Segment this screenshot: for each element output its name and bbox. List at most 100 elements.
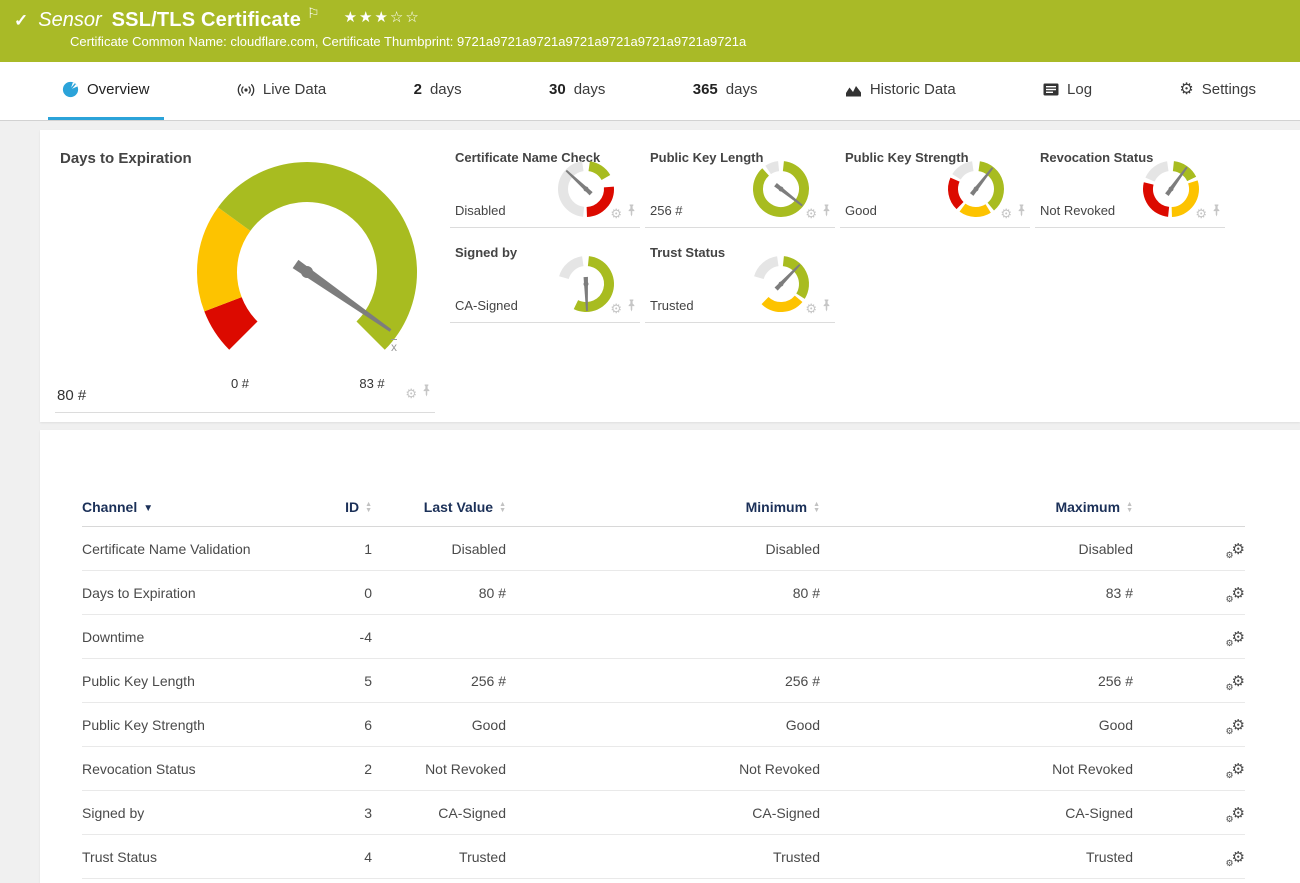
cell-channel[interactable]: Certificate Name Validation [82, 540, 251, 557]
pin-icon[interactable] [627, 299, 636, 317]
sensor-subtitle: Certificate Common Name: cloudflare.com,… [70, 34, 747, 49]
gauge-value: Good [845, 203, 877, 218]
pin-icon[interactable] [422, 384, 431, 402]
channels-panel: Channel ▼ ID ▲ ▼ Last Value ▲ ▼ Minimum ▲ ▼ Maximum… [40, 430, 1300, 883]
pin-icon[interactable] [822, 204, 831, 222]
cell-minimum: 80 # [792, 584, 820, 601]
cell-id: 3 [364, 804, 372, 821]
table-row-public-key-strength: Public Key Strength 6 Good Good Good ⚙ ⚙ [82, 703, 1245, 747]
cell-channel[interactable]: Trust Status [82, 848, 157, 865]
tab-overview[interactable]: Overview [48, 62, 164, 120]
channel-settings-gear-icon[interactable]: ⚙ [805, 300, 817, 316]
cell-channel[interactable]: Revocation Status [82, 760, 196, 777]
pin-icon[interactable] [627, 204, 636, 222]
cell-minimum: 256 # [784, 672, 820, 689]
cell-last-value: CA-Signed [438, 804, 506, 821]
tab-historic-data[interactable]: Historic Data [831, 62, 970, 120]
gauge-title: Trust Status [650, 245, 726, 260]
tab-number: 365 [692, 81, 718, 98]
cell-id: 1 [364, 540, 372, 557]
cell-minimum: Disabled [765, 540, 820, 557]
pin-icon[interactable] [822, 299, 831, 317]
tab-live-data[interactable]: Live Data [223, 62, 340, 120]
log-icon [1043, 83, 1059, 96]
tab-2-days[interactable]: 2 days [400, 62, 476, 120]
gauge-dial [749, 252, 813, 321]
channel-settings-gears-icon[interactable]: ⚙ ⚙ [1225, 848, 1245, 868]
days-to-expiration-gauge [187, 152, 427, 397]
column-label: Minimum [745, 499, 808, 515]
column-header-minimum[interactable]: Minimum ▲ ▼ [506, 499, 820, 515]
gauge-icon [62, 81, 79, 98]
gauge-value: CA-Signed [455, 298, 518, 313]
gauge-dial [749, 157, 813, 226]
sensor-header: ✓ Sensor SSL/TLS Certificate ⚐ ★★★☆☆ Cer… [0, 0, 1300, 62]
tab-label: days [429, 81, 462, 98]
flag-icon[interactable]: ⚐ [307, 5, 320, 21]
cell-channel[interactable]: Days to Expiration [82, 584, 196, 601]
column-header-maximum[interactable]: Maximum ▲ ▼ [820, 499, 1133, 515]
channel-settings-gears-icon[interactable]: ⚙ ⚙ [1225, 716, 1245, 736]
tab-label: Log [1067, 81, 1093, 98]
tab-label: days [725, 81, 758, 98]
tab-bar: Overview Live Data 2 days 30 days 365 days Histo… [0, 62, 1300, 121]
channel-settings-gear-icon[interactable]: ⚙ [610, 300, 622, 316]
column-label: Maximum [1055, 499, 1121, 515]
gauge-cell-public-key-length: Public Key Length 256 # ⚙ [645, 140, 835, 228]
column-header-last-value[interactable]: Last Value ▲ ▼ [372, 499, 506, 515]
channel-table: Channel ▼ ID ▲ ▼ Last Value ▲ ▼ Minimum ▲ ▼ Maximum… [40, 430, 1300, 879]
cell-id: -4 [359, 628, 372, 645]
gauge-mean-marker: x [391, 340, 397, 354]
channel-settings-gears-icon[interactable]: ⚙ ⚙ [1225, 804, 1245, 824]
gauge-dial [944, 157, 1008, 226]
column-label: ID [345, 499, 360, 515]
sort-icon: ▲ ▼ [1126, 501, 1133, 515]
priority-stars[interactable]: ★★★☆☆ [343, 8, 421, 26]
gauge-title: Certificate Name Check [455, 150, 601, 165]
live-data-icon [237, 83, 255, 97]
channel-settings-gears-icon[interactable]: ⚙ ⚙ [1225, 584, 1245, 604]
cell-maximum: Good [1098, 716, 1133, 733]
tab-log[interactable]: Log [1029, 62, 1106, 120]
channel-settings-gears-icon[interactable]: ⚙ ⚙ [1225, 760, 1245, 780]
cell-channel[interactable]: Public Key Strength [82, 716, 205, 733]
channel-settings-gears-icon[interactable]: ⚙ ⚙ [1225, 540, 1245, 560]
column-label: Last Value [423, 499, 494, 515]
tab-settings[interactable]: ⚙ Settings [1165, 62, 1270, 120]
gauge-cell-public-key-strength: Public Key Strength Good ⚙ [840, 140, 1030, 228]
gauge-title: Public Key Length [650, 150, 764, 165]
channel-settings-gear-icon[interactable]: ⚙ [1000, 205, 1012, 221]
channel-settings-gear-icon[interactable]: ⚙ [405, 385, 417, 401]
tab-365-days[interactable]: 365 days [679, 62, 772, 120]
channel-settings-gear-icon[interactable]: ⚙ [610, 205, 622, 221]
tab-30-days[interactable]: 30 days [535, 62, 619, 120]
table-row-downtime: Downtime -4 ⚙ ⚙ [82, 615, 1245, 659]
sensor-title: SSL/TLS Certificate [111, 9, 302, 31]
status-ok-icon: ✓ [14, 10, 29, 30]
channel-settings-gears-icon[interactable]: ⚙ ⚙ [1225, 672, 1245, 692]
cell-channel[interactable]: Signed by [82, 804, 145, 821]
cell-maximum: 256 # [1097, 672, 1133, 689]
cell-channel[interactable]: Public Key Length [82, 672, 195, 689]
column-header-id[interactable]: ID ▲ ▼ [312, 499, 372, 515]
channel-settings-gears-icon[interactable]: ⚙ ⚙ [1225, 628, 1245, 648]
column-header-channel[interactable]: Channel ▼ [82, 499, 312, 515]
table-row-trust-status: Trust Status 4 Trusted Trusted Trusted ⚙ ⚙ [82, 835, 1245, 879]
gauge-cell-signed-by: Signed by CA-Signed ⚙ [450, 235, 640, 323]
tab-label: Settings [1201, 81, 1256, 98]
cell-minimum: CA-Signed [752, 804, 820, 821]
gauge-current-value: 80 # [57, 387, 87, 404]
cell-last-value: Trusted [459, 848, 506, 865]
cell-maximum: 83 # [1105, 584, 1133, 601]
cell-id: 2 [364, 760, 372, 777]
gauge-cell-certificate-name-check: Certificate Name Check Disabled ⚙ [450, 140, 640, 228]
gauge-value: Not Revoked [1040, 203, 1116, 218]
pin-icon[interactable] [1212, 204, 1221, 222]
pin-icon[interactable] [1017, 204, 1026, 222]
cell-channel[interactable]: Downtime [82, 628, 145, 645]
channel-settings-gear-icon[interactable]: ⚙ [1195, 205, 1207, 221]
channel-settings-gear-icon[interactable]: ⚙ [805, 205, 817, 221]
cell-minimum: Good [785, 716, 820, 733]
historic-data-icon [845, 83, 862, 97]
